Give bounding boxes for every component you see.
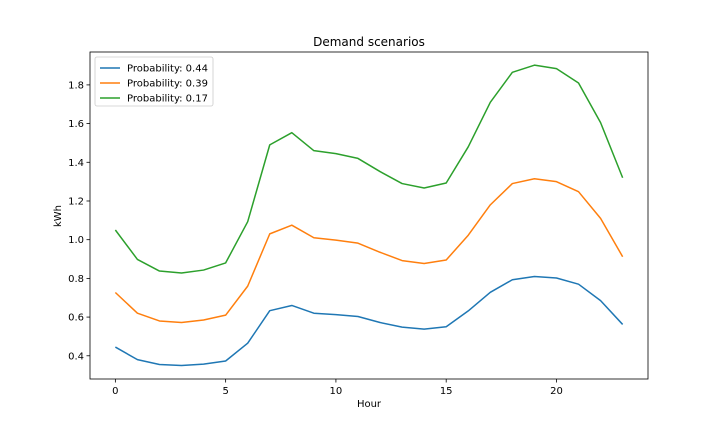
x-axis: 0 5 10 15 20	[112, 379, 563, 397]
series-line-0	[114, 275, 624, 367]
y-tick-label-6: 1.6	[68, 119, 84, 130]
y-tick-label-2: 0.8	[68, 274, 84, 285]
y-tick-label-1: 0.6	[68, 313, 84, 324]
legend-label-2: Probability: 0.17	[127, 94, 208, 105]
y-tick-label-7: 1.8	[68, 80, 84, 91]
plot-area-frame	[89, 51, 649, 380]
x-tick-label-2: 10	[330, 386, 343, 397]
series-line-1	[114, 177, 624, 324]
y-tick-label-0: 0.4	[68, 351, 84, 362]
legend: Probability: 0.44 Probability: 0.39 Probab…	[94, 56, 214, 107]
plot-lines	[114, 64, 624, 367]
x-axis-title: Hour	[357, 399, 382, 410]
x-tick-label-1: 5	[222, 386, 228, 397]
legend-frame	[94, 56, 214, 107]
y-tick-label-5: 1.4	[68, 158, 84, 169]
y-axis-title: kWh	[53, 205, 64, 227]
y-axis: 0.4 0.6 0.8 1.0 1.2 1.4 1.6 1.8	[68, 80, 90, 362]
legend-label-0: Probability: 0.44	[127, 64, 208, 75]
legend-label-1: Probability: 0.39	[127, 79, 208, 90]
series-line-2	[114, 64, 624, 274]
y-tick-label-4: 1.2	[68, 196, 84, 207]
x-tick-label-4: 20	[550, 386, 563, 397]
chart-title: Demand scenarios	[313, 35, 425, 49]
y-tick-label-3: 1.0	[68, 235, 84, 246]
x-tick-label-0: 0	[112, 386, 118, 397]
x-tick-label-3: 15	[440, 386, 453, 397]
